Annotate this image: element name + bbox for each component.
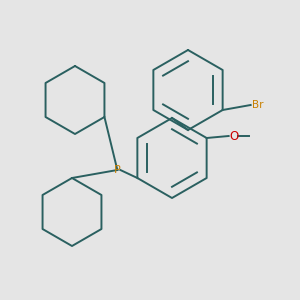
Text: Br: Br bbox=[252, 100, 263, 110]
Text: O: O bbox=[229, 130, 239, 142]
Text: P: P bbox=[114, 165, 121, 175]
